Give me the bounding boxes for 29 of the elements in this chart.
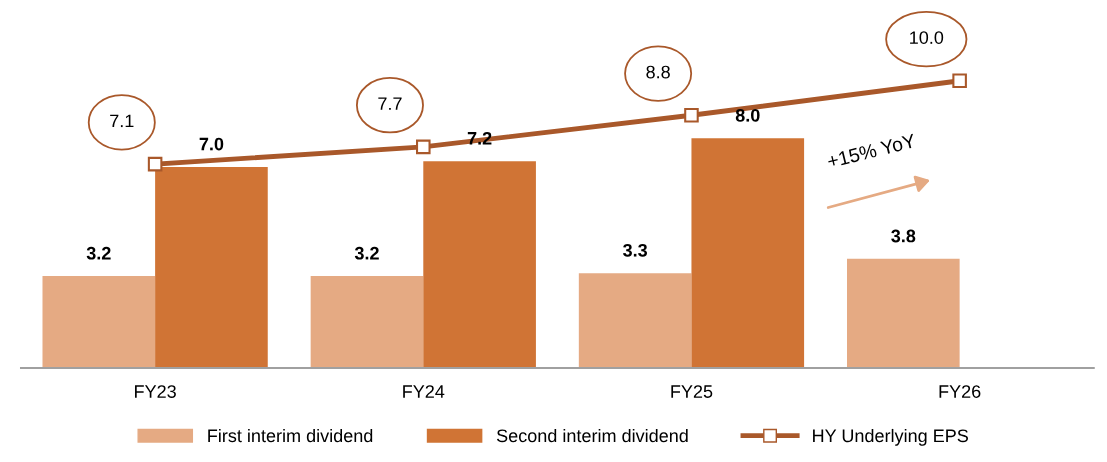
x-tick-label: FY24 xyxy=(403,385,445,398)
data-label: 3.2 xyxy=(86,246,111,260)
bar xyxy=(691,138,805,368)
bar xyxy=(42,276,156,368)
bar xyxy=(578,273,692,368)
x-tick-label: FY25 xyxy=(671,385,713,398)
data-label: 7.7 xyxy=(378,97,402,110)
legend-label: HY Underlying EPS xyxy=(813,428,968,446)
data-label: 10.0 xyxy=(910,31,944,44)
bar xyxy=(155,166,268,368)
bar xyxy=(423,161,536,368)
annotation: +15% YoY xyxy=(826,133,917,169)
point xyxy=(416,139,431,155)
bar xyxy=(310,276,424,368)
data-label: 3.3 xyxy=(623,243,648,257)
data-label: 7.0 xyxy=(199,137,224,151)
bar xyxy=(847,258,960,368)
point xyxy=(684,107,699,123)
legend-label: Second interim dividend xyxy=(496,428,688,443)
data-label: 3.2 xyxy=(354,246,379,260)
legend-label: First interim dividend xyxy=(208,428,373,443)
data-label: 3.8 xyxy=(891,229,916,243)
point xyxy=(952,73,967,89)
data-label: 8.0 xyxy=(735,108,760,122)
data-label: 8.8 xyxy=(646,65,670,79)
point xyxy=(147,156,163,172)
x-tick-label: FY23 xyxy=(135,385,176,398)
x-tick-label: FY26 xyxy=(939,385,981,398)
data-label: 7.1 xyxy=(110,114,134,128)
